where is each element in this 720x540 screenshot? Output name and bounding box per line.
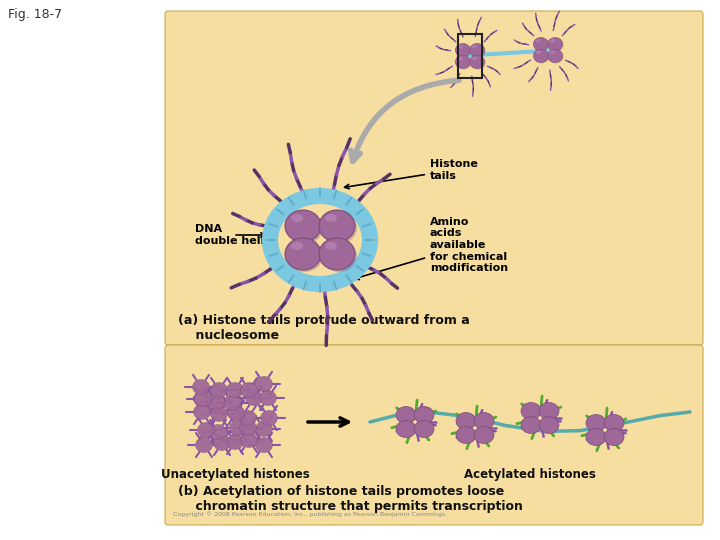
Ellipse shape <box>214 435 230 450</box>
Ellipse shape <box>455 55 470 69</box>
Ellipse shape <box>246 390 263 406</box>
Ellipse shape <box>586 415 606 431</box>
Ellipse shape <box>197 422 215 437</box>
Ellipse shape <box>321 212 357 244</box>
Ellipse shape <box>240 382 258 397</box>
Text: nucleosome: nucleosome <box>178 329 279 342</box>
Ellipse shape <box>550 51 555 54</box>
Ellipse shape <box>604 415 624 431</box>
Ellipse shape <box>240 410 256 426</box>
Ellipse shape <box>469 55 485 69</box>
Text: Fig. 18-7: Fig. 18-7 <box>8 8 62 21</box>
Ellipse shape <box>521 416 541 434</box>
Ellipse shape <box>259 390 276 406</box>
Ellipse shape <box>194 392 212 407</box>
Ellipse shape <box>458 57 463 60</box>
Ellipse shape <box>534 50 549 63</box>
Ellipse shape <box>414 407 434 423</box>
Text: Histone
tails: Histone tails <box>345 159 478 189</box>
Text: Unacetylated histones: Unacetylated histones <box>161 468 310 481</box>
Ellipse shape <box>458 45 463 49</box>
Ellipse shape <box>321 240 357 272</box>
Ellipse shape <box>396 407 416 423</box>
Ellipse shape <box>261 410 277 426</box>
FancyBboxPatch shape <box>165 345 703 525</box>
Ellipse shape <box>550 39 555 43</box>
Ellipse shape <box>455 43 470 57</box>
Ellipse shape <box>256 422 272 436</box>
Ellipse shape <box>470 56 485 70</box>
Ellipse shape <box>291 214 303 222</box>
Ellipse shape <box>586 429 606 446</box>
Ellipse shape <box>285 238 321 270</box>
Bar <box>458 34 482 78</box>
Ellipse shape <box>456 427 476 443</box>
FancyBboxPatch shape <box>165 11 703 345</box>
Ellipse shape <box>210 424 227 440</box>
Ellipse shape <box>521 402 541 420</box>
Ellipse shape <box>285 210 321 242</box>
Ellipse shape <box>319 210 355 242</box>
Ellipse shape <box>228 406 245 421</box>
Ellipse shape <box>548 49 563 63</box>
Ellipse shape <box>534 37 549 51</box>
Ellipse shape <box>536 39 541 43</box>
Ellipse shape <box>192 380 210 395</box>
Ellipse shape <box>539 402 559 420</box>
Ellipse shape <box>474 427 494 443</box>
Ellipse shape <box>207 395 225 409</box>
Ellipse shape <box>287 240 323 272</box>
Ellipse shape <box>474 413 494 429</box>
Ellipse shape <box>472 45 477 49</box>
Text: chromatin structure that permits transcription: chromatin structure that permits transcr… <box>178 500 523 513</box>
Ellipse shape <box>194 404 210 420</box>
Ellipse shape <box>604 429 624 446</box>
Ellipse shape <box>472 57 477 60</box>
Ellipse shape <box>256 437 272 453</box>
Ellipse shape <box>548 37 563 51</box>
Text: Amino
acids
available
for chemical
modification: Amino acids available for chemical modif… <box>354 217 508 280</box>
Ellipse shape <box>210 407 228 422</box>
Ellipse shape <box>534 49 549 63</box>
Ellipse shape <box>469 43 485 57</box>
Ellipse shape <box>319 238 355 270</box>
Ellipse shape <box>536 51 541 54</box>
Ellipse shape <box>230 421 246 435</box>
Ellipse shape <box>227 382 243 397</box>
Ellipse shape <box>223 395 240 410</box>
Ellipse shape <box>325 242 337 250</box>
Ellipse shape <box>549 38 564 52</box>
Ellipse shape <box>196 437 212 453</box>
Ellipse shape <box>240 433 258 448</box>
Ellipse shape <box>456 44 472 58</box>
Ellipse shape <box>539 416 559 434</box>
Text: DNA
double helix: DNA double helix <box>195 224 271 246</box>
Ellipse shape <box>534 38 549 52</box>
Ellipse shape <box>414 421 434 437</box>
Text: (b) Acetylation of histone tails promotes loose: (b) Acetylation of histone tails promote… <box>178 485 504 498</box>
Ellipse shape <box>549 50 564 63</box>
Ellipse shape <box>470 44 485 58</box>
Ellipse shape <box>240 421 256 435</box>
Text: (a) Histone tails protrude outward from a: (a) Histone tails protrude outward from … <box>178 314 469 327</box>
Ellipse shape <box>291 242 303 250</box>
Ellipse shape <box>325 214 337 222</box>
Ellipse shape <box>256 376 272 392</box>
Text: Copyright © 2008 Pearson Education, Inc., publishing as Pearson Benjamin Cumming: Copyright © 2008 Pearson Education, Inc.… <box>173 511 447 517</box>
Ellipse shape <box>227 435 243 449</box>
Ellipse shape <box>456 56 472 70</box>
Ellipse shape <box>456 413 476 429</box>
Ellipse shape <box>287 212 323 244</box>
Ellipse shape <box>210 382 228 397</box>
FancyArrowPatch shape <box>351 80 459 161</box>
Ellipse shape <box>396 421 416 437</box>
Text: Acetylated histones: Acetylated histones <box>464 468 596 481</box>
